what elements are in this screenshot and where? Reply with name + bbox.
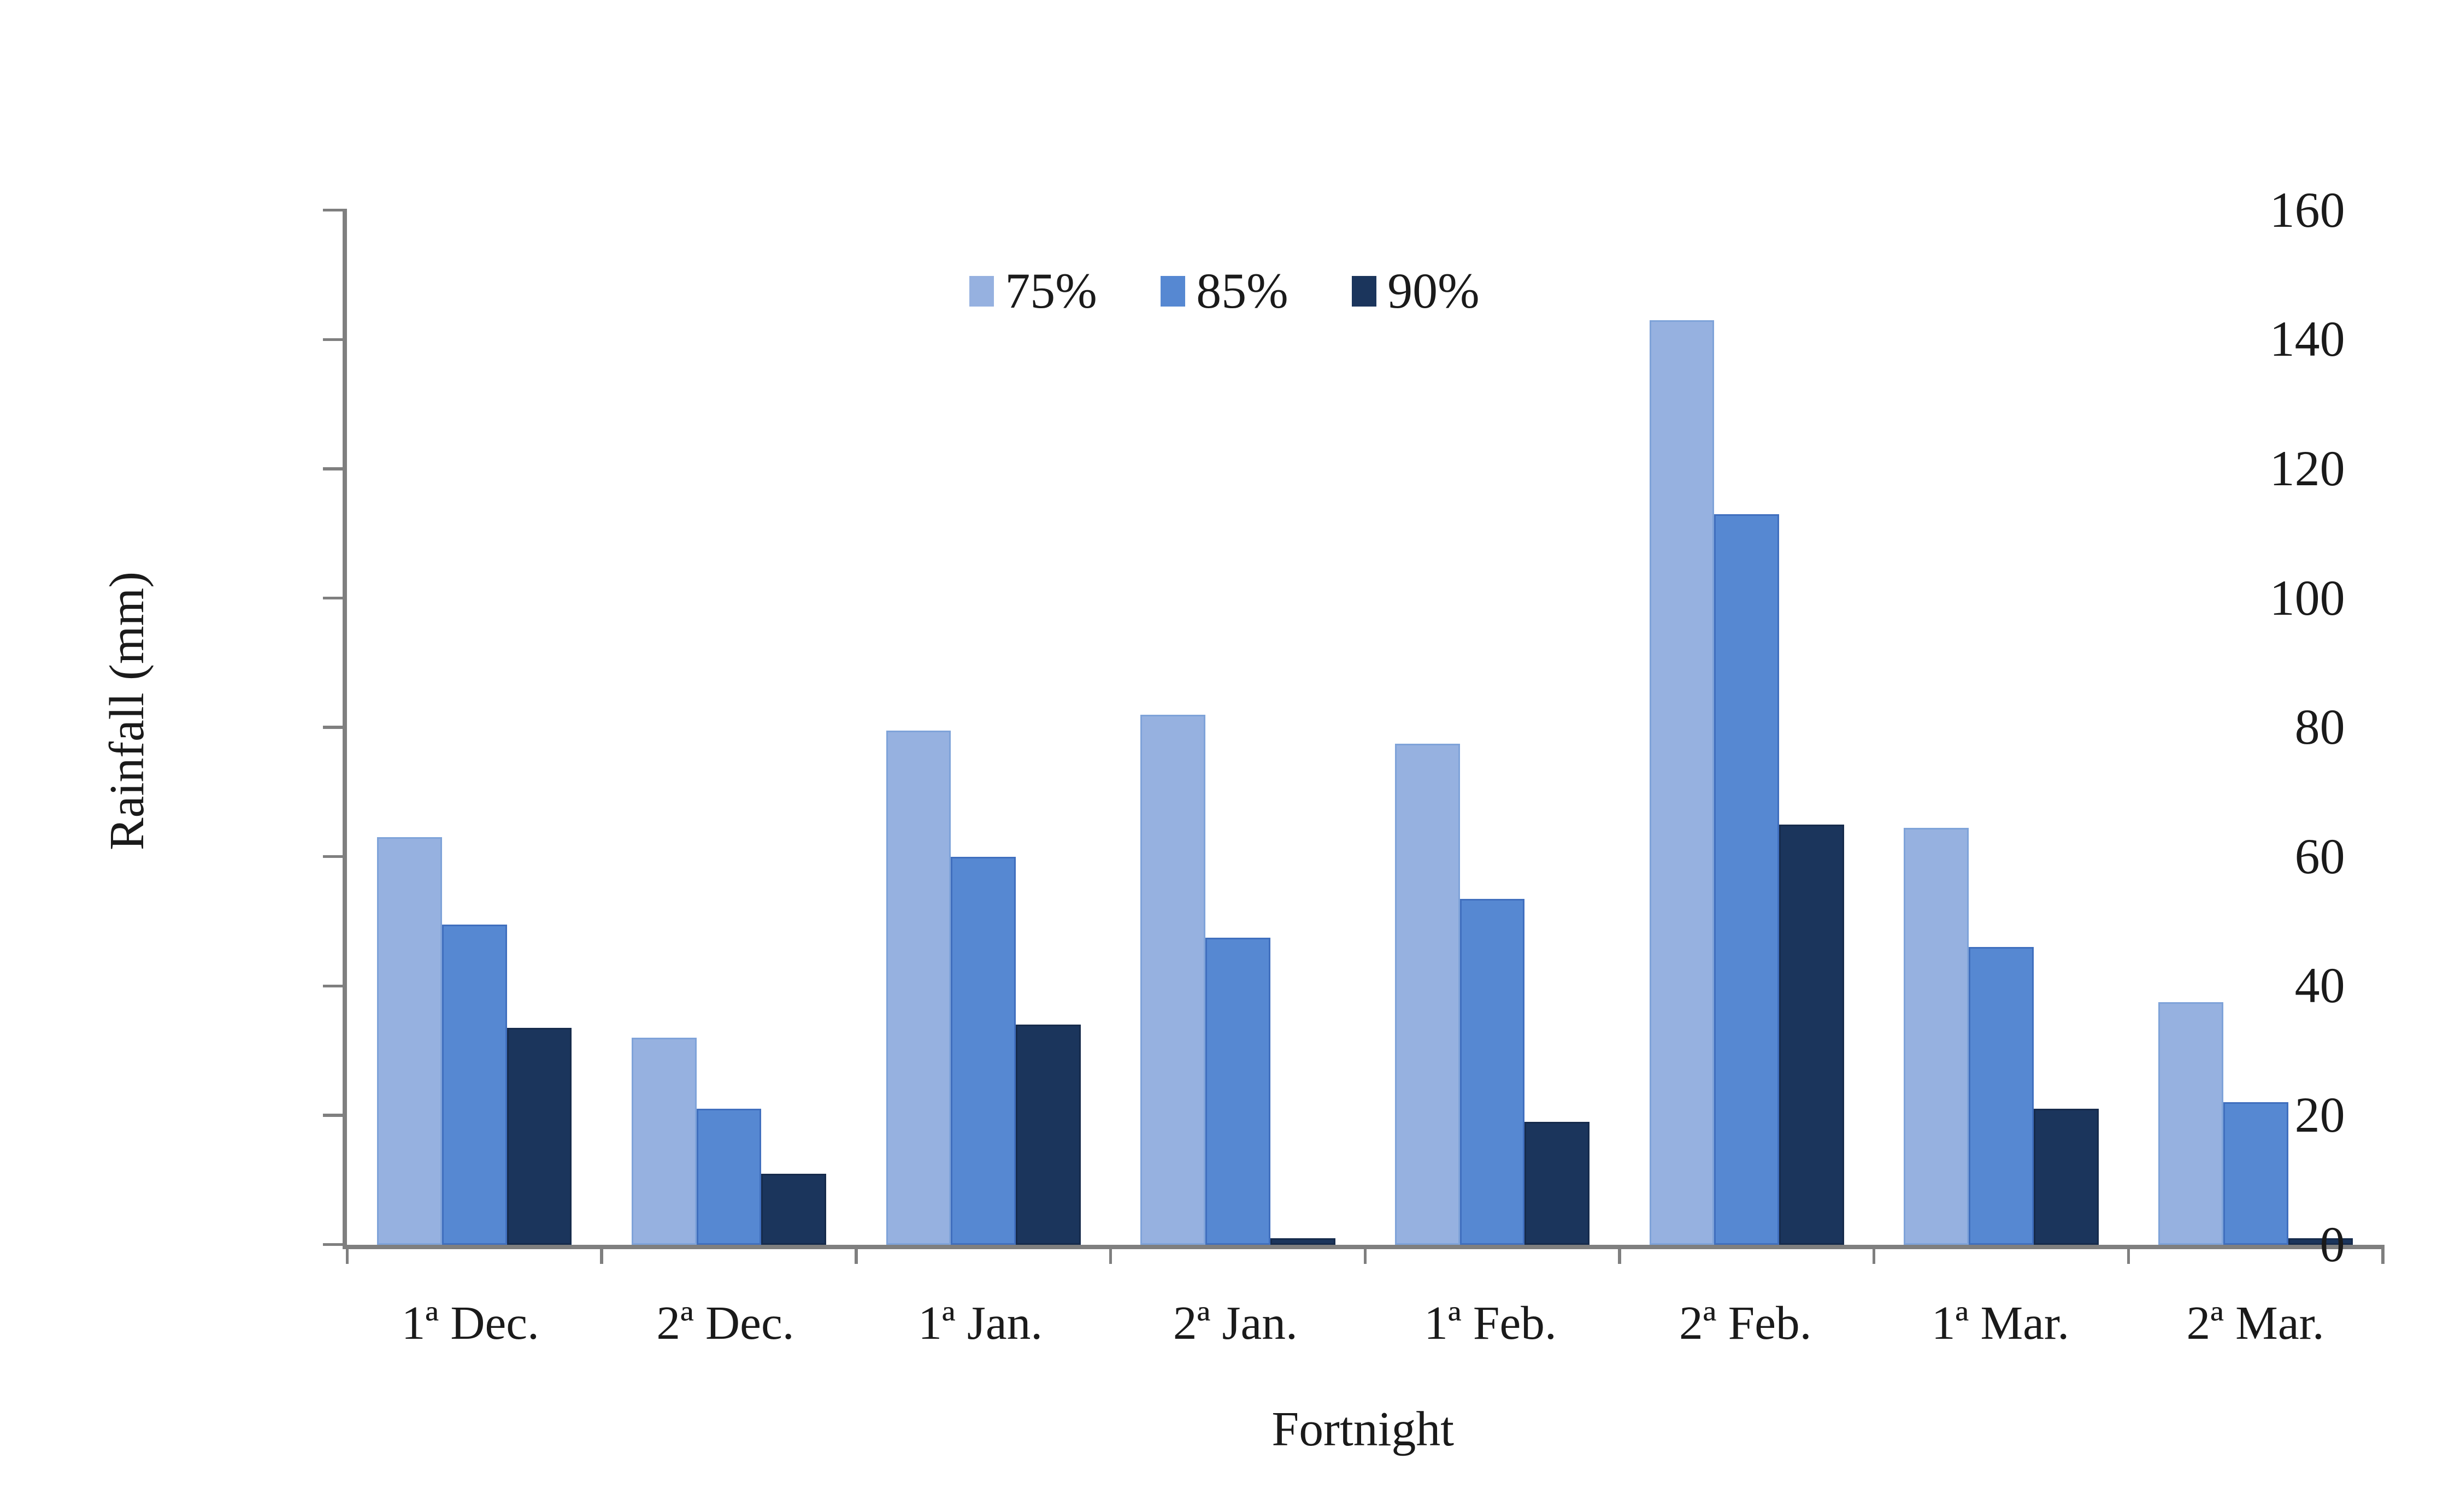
legend-swatch-icon [1352,275,1377,307]
y-tick-20 [322,1114,348,1117]
x-axis-title: Fortnight [1271,1402,1455,1457]
y-tick-label-120: 120 [2269,440,2345,496]
bar-85-2-dec [696,1109,762,1245]
x-tick-5 [1618,1244,1621,1264]
bar-85-2-feb [1714,514,1780,1245]
x-tick-4 [1363,1244,1367,1264]
y-axis-title: Rainfall (mm) [100,571,155,850]
y-tick-100 [322,596,348,600]
bar-75-1-dec [377,837,442,1245]
bar-75-1-mar [1904,827,1969,1245]
bar-90-2-feb [1779,824,1844,1245]
bar-group-2-feb [1620,210,1874,1245]
legend-swatch-icon [969,275,994,307]
x-tick-3 [1109,1244,1112,1264]
y-tick-label-160: 160 [2269,181,2345,238]
y-tick-160 [322,208,348,212]
bar-90-2-dec [761,1173,827,1245]
x-axis-label-2-jan: 2ª Jan. [1173,1296,1298,1349]
legend: 75% 85% 90% [0,266,2449,316]
bar-85-1-jan [951,856,1016,1245]
bar-group-1-jan [856,210,1111,1245]
bar-group-2-jan [1111,210,1365,1245]
x-tick-8 [2381,1244,2385,1264]
y-tick-80 [322,726,348,729]
bar-75-1-jan [886,731,951,1245]
legend-item-85: 85% [1161,266,1288,316]
x-tick-0 [345,1244,349,1264]
x-axis-label-2-dec: 2ª Dec. [656,1296,794,1349]
bar-group-1-feb [1365,210,1620,1245]
y-tick-140 [322,338,348,341]
y-tick-0 [322,1243,348,1246]
bar-75-1-feb [1394,743,1460,1245]
bar-groups [347,210,2383,1245]
bar-group-1-mar [1874,210,2129,1245]
legend-item-90: 90% [1352,263,1480,319]
y-tick-60 [322,855,348,858]
bar-90-1-feb [1524,1121,1590,1245]
bar-group-2-mar [2128,210,2383,1245]
bar-90-1-mar [2033,1109,2099,1245]
bar-85-2-jan [1205,937,1270,1245]
bar-85-2-mar [2223,1102,2288,1245]
x-axis-label-1-jan: 1ª Jan. [918,1296,1043,1349]
y-tick-label-100: 100 [2269,569,2345,626]
bar-group-1-dec [347,210,602,1245]
x-axis-label-2-feb: 2ª Feb. [1679,1296,1812,1349]
y-tick-label-140: 140 [2269,311,2345,367]
x-tick-6 [1872,1244,1876,1264]
bar-90-2-mar [2288,1238,2353,1245]
plot-area: 0 20 40 60 80 100 120 140 160 [322,185,2385,1269]
y-tick-label-60: 60 [2294,828,2345,884]
y-tick-label-80: 80 [2294,699,2345,755]
x-axis-label-2-mar: 2ª Mar. [2186,1296,2324,1349]
bar-85-1-mar [1969,947,2034,1245]
bar-75-2-jan [1140,714,1205,1245]
y-tick-120 [322,467,348,470]
x-tick-7 [2127,1244,2130,1264]
bar-90-1-jan [1016,1025,1081,1245]
bar-group-2-dec [602,210,856,1245]
bar-75-2-dec [631,1038,697,1245]
legend-label: 90% [1387,263,1480,319]
y-tick-label-20: 20 [2294,1087,2345,1143]
legend-item-75: 75% [969,266,1097,316]
x-axis-labels: 1ª Dec. 2ª Dec. 1ª Jan. 2ª Jan. 1ª Feb. 2ª Fe… [343,1295,2383,1352]
x-axis-label-1-dec: 1ª Dec. [401,1296,539,1349]
legend-swatch-icon [1161,275,1186,307]
x-axis-label-1-mar: 1ª Mar. [1931,1296,2070,1349]
x-axis-label-1-feb: 1ª Feb. [1424,1296,1557,1349]
bar-85-1-dec [441,925,507,1245]
x-tick-2 [855,1244,858,1264]
bar-85-1-feb [1459,898,1525,1245]
y-tick-label-0: 0 [2320,1216,2345,1272]
y-tick-40 [322,984,348,988]
bar-75-2-feb [1649,320,1715,1245]
legend-label: 85% [1196,263,1288,319]
legend-label: 75% [1005,263,1097,319]
y-tick-label-40: 40 [2294,957,2345,1014]
bar-90-1-dec [507,1028,572,1245]
x-tick-1 [600,1244,603,1264]
bar-90-2-jan [1270,1238,1335,1245]
bar-75-2-mar [2158,1002,2223,1245]
